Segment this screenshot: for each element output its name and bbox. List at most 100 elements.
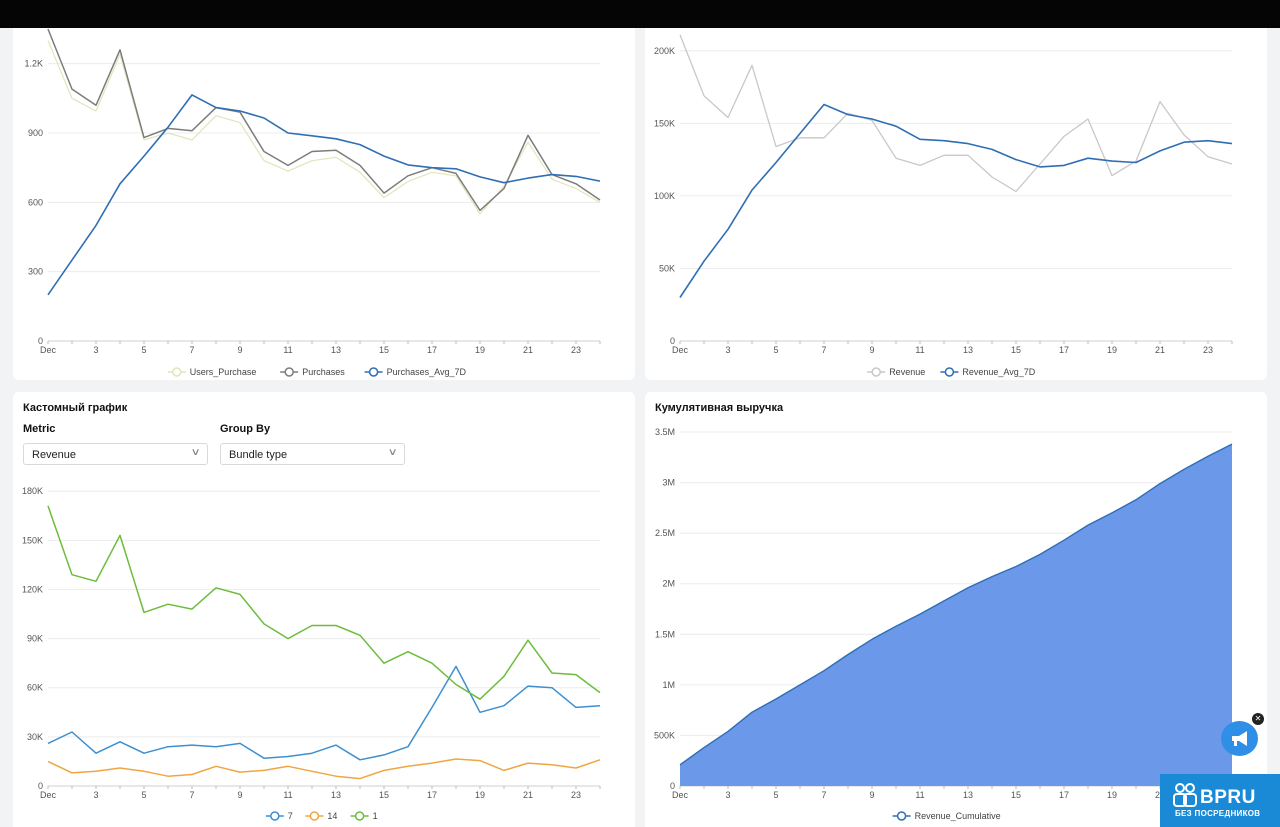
chat-button[interactable] [1221, 721, 1258, 756]
y-tick-label: 0 [670, 336, 675, 346]
metric-select-value: Revenue [32, 449, 77, 461]
legend-item[interactable]: Revenue_Avg_7D [940, 367, 1036, 377]
y-tick-label: 3M [662, 478, 675, 488]
series-line-revenue-cumulative [679, 443, 1233, 766]
legend-item[interactable]: 7 [265, 811, 293, 821]
x-tick-label: 5 [141, 790, 146, 800]
y-tick-label: 1.2K [24, 59, 43, 69]
x-tick-label: 11 [283, 345, 292, 355]
series-line-1 [47, 505, 601, 700]
chevron-down-icon: ∨ [190, 447, 201, 458]
x-tick-label: 21 [1155, 345, 1165, 355]
group-by-select[interactable]: Bundle type ∨ [220, 443, 405, 465]
custom-chart-panel: Кастомный график Metric Group By Revenue… [13, 392, 635, 827]
revenue-chart: 0 50K 100K 150K 200K Dec 3 5 7 9 11 13 15 17 19 21 23 Rev… [654, 34, 1233, 377]
legend-label: Revenue [889, 367, 925, 377]
y-tick-label: 150K [22, 535, 43, 545]
badge-subtitle: БЕЗ ПОСРЕДНИКОВ [1175, 809, 1261, 818]
x-tick-label: 23 [571, 790, 581, 800]
legend-item[interactable]: Purchases [280, 367, 345, 377]
x-tick-label: 11 [915, 345, 924, 355]
y-tick-label: 100K [654, 191, 675, 201]
legend-label: Revenue_Avg_7D [962, 367, 1035, 377]
legend-label: 7 [288, 811, 293, 821]
x-tick-label: 9 [237, 790, 242, 800]
x-tick-label: 19 [1107, 790, 1117, 800]
legend-label: Users_Purchase [190, 367, 257, 377]
x-tick-label: 3 [725, 345, 730, 355]
cumulative-revenue-panel: Кумулятивная выручка 0 500K 1M 1.5M 2M 2.5M 3M… [645, 392, 1267, 827]
x-tick-label: 13 [963, 790, 973, 800]
x-tick-label: 13 [331, 790, 341, 800]
legend-item[interactable]: Revenue_Cumulative [892, 811, 1001, 821]
y-tick-label: 120K [22, 584, 43, 594]
x-tick-label: Dec [40, 790, 57, 800]
cumulative-chart: 0 500K 1M 1.5M 2M 2.5M 3M 3.5M Dec 3 5 7 9 11 13 15 17 19… [654, 427, 1233, 821]
y-tick-label: 150K [654, 118, 675, 128]
x-tick-label: 9 [237, 345, 242, 355]
x-tick-label: 5 [773, 790, 778, 800]
x-tick-label: Dec [40, 345, 57, 355]
series-line-users-purchase [47, 40, 601, 215]
legend-item[interactable]: Revenue [867, 367, 925, 377]
x-tick-label: 23 [571, 345, 581, 355]
x-tick-label: 15 [379, 345, 389, 355]
metric-select[interactable]: Revenue ∨ [23, 443, 208, 465]
y-tick-label: 600 [28, 197, 43, 207]
group-by-select-value: Bundle type [229, 449, 288, 461]
purchases-chart: 0 300 600 900 1.2K Dec 3 5 7 9 11 13 15 17 19 21 23 Users… [24, 28, 601, 377]
y-tick-label: 0 [38, 336, 43, 346]
y-tick-label: 200K [654, 46, 675, 56]
x-tick-label: 5 [141, 345, 146, 355]
megaphone-icon [1232, 731, 1247, 746]
y-tick-label: 180K [22, 486, 43, 496]
x-tick-label: 15 [379, 790, 389, 800]
y-tick-label: 1.5M [655, 629, 675, 639]
group-by-label: Group By [220, 423, 271, 435]
x-tick-label: 17 [1059, 345, 1069, 355]
custom-chart-title: Кастомный график [23, 402, 128, 414]
x-tick-label: 15 [1011, 345, 1021, 355]
series-line-14 [47, 758, 601, 780]
x-tick-label: 3 [725, 790, 730, 800]
x-tick-label: 19 [475, 790, 485, 800]
legend-item[interactable]: Purchases_Avg_7D [364, 367, 467, 377]
y-tick-label: 90K [27, 634, 43, 644]
x-tick-label: 3 [93, 345, 98, 355]
close-icon[interactable]: ✕ [1252, 713, 1264, 725]
series-line-purchases-avg-7d [47, 94, 601, 296]
x-tick-label: 17 [1059, 790, 1069, 800]
x-tick-label: 15 [1011, 790, 1021, 800]
x-tick-label: 3 [93, 790, 98, 800]
x-tick-label: 17 [427, 790, 437, 800]
x-tick-label: 17 [427, 345, 437, 355]
x-tick-label: 7 [189, 790, 194, 800]
x-tick-label: 21 [523, 345, 533, 355]
x-tick-label: 21 [523, 790, 533, 800]
x-tick-label: 9 [869, 790, 874, 800]
x-tick-label: 23 [1203, 345, 1213, 355]
legend-label: Revenue_Cumulative [915, 811, 1001, 821]
y-tick-label: 3.5M [655, 427, 675, 437]
series-line-7 [47, 665, 601, 761]
area-fill [680, 444, 1232, 786]
series-line-revenue-avg-7d [679, 103, 1233, 298]
x-tick-label: 7 [189, 345, 194, 355]
y-tick-label: 0 [670, 781, 675, 791]
y-tick-label: 500K [654, 730, 675, 740]
legend-item[interactable]: 1 [350, 811, 378, 821]
series-line-purchases [47, 28, 601, 212]
x-tick-label: 5 [773, 345, 778, 355]
legend-item[interactable]: 14 [305, 811, 337, 821]
x-tick-label: 19 [1107, 345, 1117, 355]
badge-title: BPRU [1200, 787, 1256, 808]
y-tick-label: 2.5M [655, 528, 675, 538]
legend-item[interactable]: Users_Purchase [167, 367, 257, 377]
bpru-badge: BPRU БЕЗ ПОСРЕДНИКОВ [1160, 774, 1280, 827]
purchases-chart-panel: 0 300 600 900 1.2K Dec 3 5 7 9 11 13 15 17 19 21 23 Users… [13, 28, 635, 380]
x-tick-label: 7 [821, 790, 826, 800]
x-tick-label: 9 [869, 345, 874, 355]
x-tick-label: 13 [963, 345, 973, 355]
x-tick-label: 13 [331, 345, 341, 355]
